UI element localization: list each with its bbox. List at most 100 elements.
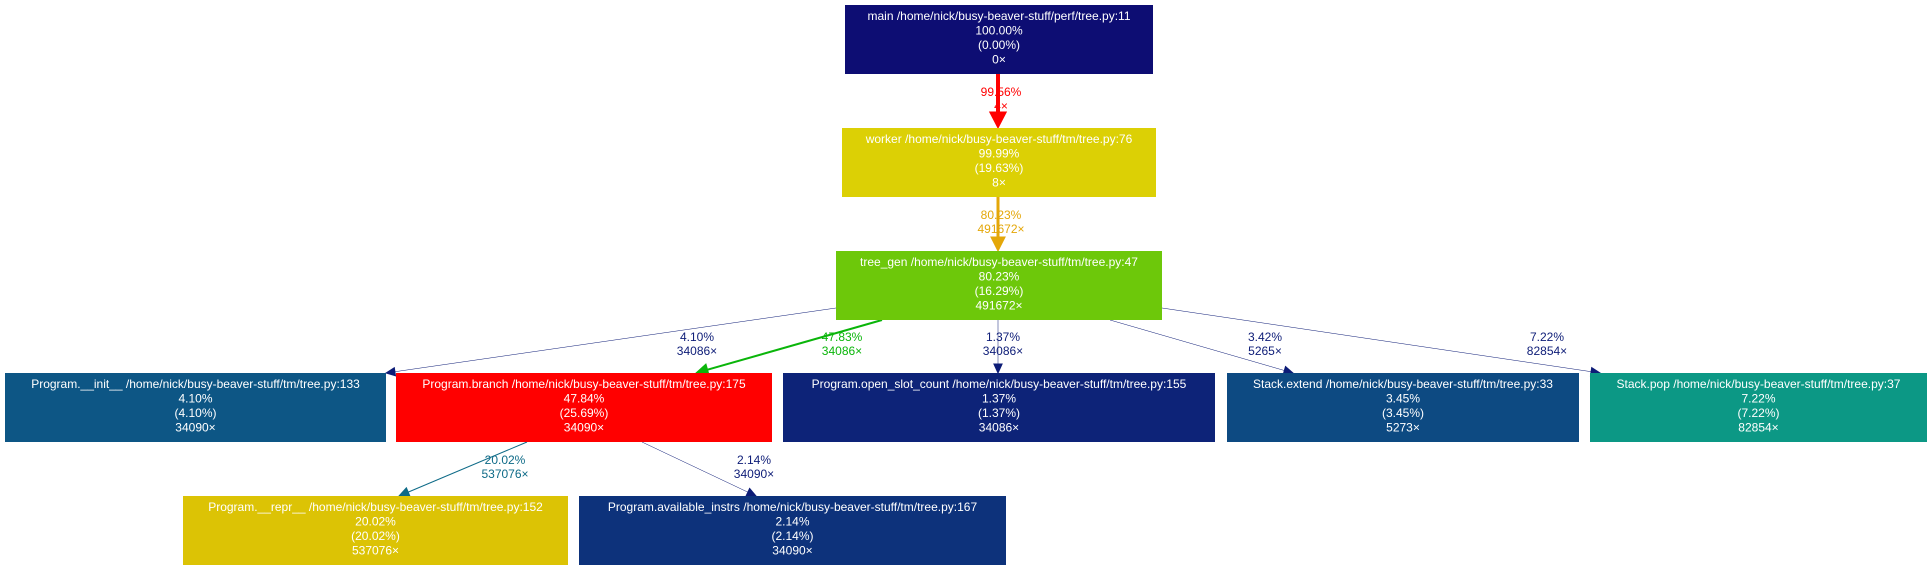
node-call-count: 82854× xyxy=(1738,421,1778,435)
node-self-percent: (20.02%) xyxy=(351,529,400,543)
arrowhead-icon xyxy=(384,366,397,377)
node-box xyxy=(579,496,1006,565)
node-box xyxy=(845,5,1153,74)
arrowhead-icon xyxy=(397,486,411,497)
node-total-percent: 7.22% xyxy=(1741,392,1775,406)
node-call-count: 34090× xyxy=(175,421,215,435)
node-total-percent: 80.23% xyxy=(979,270,1020,284)
node-self-percent: (0.00%) xyxy=(978,38,1020,52)
node-call-count: 491672× xyxy=(975,299,1022,313)
edge-worker-tree_gen: 80.23%491672× xyxy=(977,197,1025,253)
edge-percent-label: 1.37% xyxy=(986,330,1020,344)
node-instrs[interactable]: Program.available_instrs /home/nick/busy… xyxy=(579,496,1006,565)
node-call-count: 34090× xyxy=(772,544,812,558)
edge-line xyxy=(1109,319,1285,371)
node-box xyxy=(836,251,1162,320)
edge-percent-label: 7.22% xyxy=(1530,330,1564,344)
node-self-percent: (3.45%) xyxy=(1382,406,1424,420)
node-function-label: Program.available_instrs /home/nick/busy… xyxy=(608,500,978,514)
node-total-percent: 2.14% xyxy=(775,515,809,529)
edge-calls-label: 82854× xyxy=(1527,344,1567,358)
node-main[interactable]: main /home/nick/busy-beaver-stuff/perf/t… xyxy=(845,5,1153,74)
node-total-percent: 1.37% xyxy=(982,392,1016,406)
edge-calls-label: 34086× xyxy=(983,344,1023,358)
edge-calls-label: 34086× xyxy=(677,344,717,358)
edge-line xyxy=(408,441,528,493)
node-call-count: 34090× xyxy=(564,421,604,435)
node-worker[interactable]: worker /home/nick/busy-beaver-stuff/tm/t… xyxy=(842,128,1156,197)
node-function-label: Program.branch /home/nick/busy-beaver-st… xyxy=(422,377,746,391)
node-box xyxy=(1227,373,1579,442)
edge-percent-label: 3.42% xyxy=(1248,330,1282,344)
node-call-count: 5273× xyxy=(1386,421,1420,435)
node-box xyxy=(5,373,386,442)
node-self-percent: (25.69%) xyxy=(560,406,609,420)
node-total-percent: 3.45% xyxy=(1386,392,1420,406)
edge-tree_gen-init: 4.10%34086× xyxy=(384,307,837,377)
edge-line xyxy=(641,441,748,493)
node-function-label: main /home/nick/busy-beaver-stuff/perf/t… xyxy=(867,9,1130,23)
node-call-count: 34086× xyxy=(979,421,1019,435)
node-branch[interactable]: Program.branch /home/nick/busy-beaver-st… xyxy=(396,373,772,442)
node-call-count: 8× xyxy=(992,176,1006,190)
node-box xyxy=(1590,373,1927,442)
node-function-label: tree_gen /home/nick/busy-beaver-stuff/tm… xyxy=(860,255,1138,269)
edge-tree_gen-branch: 47.83%34086× xyxy=(694,319,883,377)
node-box xyxy=(783,373,1215,442)
node-self-percent: (4.10%) xyxy=(174,406,216,420)
arrowhead-icon xyxy=(993,363,1003,375)
node-box xyxy=(396,373,772,442)
edges-layer: 99.56%4×80.23%491672×4.10%34086×47.83%34… xyxy=(384,74,1602,497)
node-box xyxy=(842,128,1156,197)
edge-calls-label: 5265× xyxy=(1248,344,1282,358)
edge-percent-label: 4.10% xyxy=(680,330,714,344)
node-self-percent: (19.63%) xyxy=(975,161,1024,175)
edge-tree_gen-open_slot: 1.37%34086× xyxy=(983,320,1023,375)
node-function-label: Stack.extend /home/nick/busy-beaver-stuf… xyxy=(1253,377,1553,391)
edge-main-worker: 99.56%4× xyxy=(981,74,1022,130)
arrowhead-icon xyxy=(988,111,1008,130)
node-self-percent: (2.14%) xyxy=(771,529,813,543)
edge-calls-label: 34086× xyxy=(822,344,862,358)
edge-tree_gen-extend: 3.42%5265× xyxy=(1109,319,1295,376)
node-function-label: worker /home/nick/busy-beaver-stuff/tm/t… xyxy=(865,132,1133,146)
edge-percent-label: 47.83% xyxy=(822,330,863,344)
edge-percent-label: 20.02% xyxy=(485,453,526,467)
node-repr[interactable]: Program.__repr__ /home/nick/busy-beaver-… xyxy=(183,496,568,565)
edge-calls-label: 491672× xyxy=(977,222,1024,236)
edge-calls-label: 34090× xyxy=(734,467,774,481)
node-self-percent: (1.37%) xyxy=(978,406,1020,420)
edge-calls-label: 537076× xyxy=(481,467,528,481)
node-open_slot[interactable]: Program.open_slot_count /home/nick/busy-… xyxy=(783,373,1215,442)
node-extend[interactable]: Stack.extend /home/nick/busy-beaver-stuf… xyxy=(1227,373,1579,442)
node-total-percent: 20.02% xyxy=(355,515,396,529)
arrowhead-icon xyxy=(745,487,758,497)
node-tree_gen[interactable]: tree_gen /home/nick/busy-beaver-stuff/tm… xyxy=(836,251,1162,320)
arrowhead-icon xyxy=(990,236,1006,253)
edge-percent-label: 80.23% xyxy=(981,208,1022,222)
node-function-label: Stack.pop /home/nick/busy-beaver-stuff/t… xyxy=(1617,377,1901,391)
node-init[interactable]: Program.__init__ /home/nick/busy-beaver-… xyxy=(5,373,386,442)
edge-branch-repr: 20.02%537076× xyxy=(397,441,529,497)
edge-percent-label: 99.56% xyxy=(981,85,1022,99)
edge-line xyxy=(394,307,837,372)
node-function-label: Program.open_slot_count /home/nick/busy-… xyxy=(812,377,1187,391)
edge-line xyxy=(707,319,883,371)
node-call-count: 0× xyxy=(992,53,1006,67)
edge-branch-instrs: 2.14%34090× xyxy=(641,441,774,497)
node-self-percent: (7.22%) xyxy=(1737,406,1779,420)
node-total-percent: 47.84% xyxy=(564,392,605,406)
node-self-percent: (16.29%) xyxy=(975,284,1024,298)
node-pop[interactable]: Stack.pop /home/nick/busy-beaver-stuff/t… xyxy=(1590,373,1927,442)
node-call-count: 537076× xyxy=(352,544,399,558)
node-function-label: Program.__init__ /home/nick/busy-beaver-… xyxy=(31,377,360,391)
nodes-layer: main /home/nick/busy-beaver-stuff/perf/t… xyxy=(5,5,1927,565)
edge-tree_gen-pop: 7.22%82854× xyxy=(1161,307,1602,377)
node-total-percent: 4.10% xyxy=(178,392,212,406)
node-function-label: Program.__repr__ /home/nick/busy-beaver-… xyxy=(208,500,543,514)
edge-percent-label: 2.14% xyxy=(737,453,771,467)
edge-line xyxy=(1161,307,1592,372)
node-total-percent: 100.00% xyxy=(975,24,1023,38)
node-box xyxy=(183,496,568,565)
